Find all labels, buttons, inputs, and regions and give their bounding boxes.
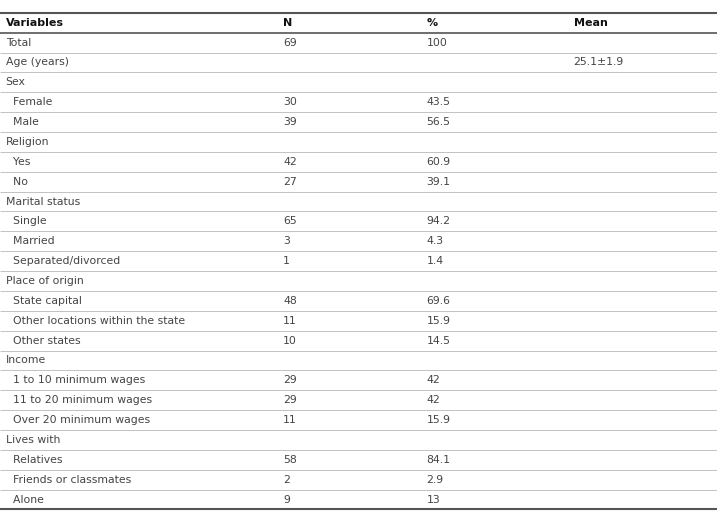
Text: 29: 29 [283,375,297,386]
Text: 29: 29 [283,395,297,405]
Text: Income: Income [6,355,46,366]
Text: Relatives: Relatives [6,455,62,465]
Text: Separated/divorced: Separated/divorced [6,256,120,266]
Text: 2: 2 [283,475,290,485]
Text: Female: Female [6,97,52,107]
Text: 42: 42 [283,157,297,167]
Text: 11 to 20 minimum wages: 11 to 20 minimum wages [6,395,152,405]
Text: Religion: Religion [6,137,49,147]
Text: Sex: Sex [6,77,26,88]
Text: Yes: Yes [6,157,30,167]
Text: Mean: Mean [574,18,607,28]
Text: 58: 58 [283,455,297,465]
Text: 100: 100 [427,37,447,48]
Text: Lives with: Lives with [6,435,60,445]
Text: 69.6: 69.6 [427,296,450,306]
Text: %: % [427,18,438,28]
Text: Marital status: Marital status [6,197,80,206]
Text: Male: Male [6,117,39,127]
Text: Friends or classmates: Friends or classmates [6,475,131,485]
Text: 4.3: 4.3 [427,236,444,246]
Text: 39: 39 [283,117,297,127]
Text: Total: Total [6,37,31,48]
Text: State capital: State capital [6,296,82,306]
Text: 11: 11 [283,316,297,326]
Text: Married: Married [6,236,54,246]
Text: No: No [6,177,28,187]
Text: 15.9: 15.9 [427,415,450,425]
Text: 30: 30 [283,97,297,107]
Text: 25.1±1.9: 25.1±1.9 [574,57,624,68]
Text: 15.9: 15.9 [427,316,450,326]
Text: Single: Single [6,217,47,226]
Text: 1: 1 [283,256,290,266]
Text: 69: 69 [283,37,297,48]
Text: 39.1: 39.1 [427,177,450,187]
Text: 13: 13 [427,495,440,504]
Text: 42: 42 [427,375,440,386]
Text: 56.5: 56.5 [427,117,450,127]
Text: 3: 3 [283,236,290,246]
Text: 1 to 10 minimum wages: 1 to 10 minimum wages [6,375,145,386]
Text: 1.4: 1.4 [427,256,444,266]
Text: 11: 11 [283,415,297,425]
Text: 27: 27 [283,177,297,187]
Text: 60.9: 60.9 [427,157,451,167]
Text: Variables: Variables [6,18,64,28]
Text: 2.9: 2.9 [427,475,444,485]
Text: 14.5: 14.5 [427,335,450,346]
Text: 43.5: 43.5 [427,97,450,107]
Text: N: N [283,18,293,28]
Text: Alone: Alone [6,495,44,504]
Text: 94.2: 94.2 [427,217,450,226]
Text: Age (years): Age (years) [6,57,69,68]
Text: 48: 48 [283,296,297,306]
Text: Place of origin: Place of origin [6,276,83,286]
Text: Other states: Other states [6,335,80,346]
Text: 84.1: 84.1 [427,455,450,465]
Text: 42: 42 [427,395,440,405]
Text: 65: 65 [283,217,297,226]
Text: 9: 9 [283,495,290,504]
Text: Other locations within the state: Other locations within the state [6,316,185,326]
Text: 10: 10 [283,335,297,346]
Text: Over 20 minimum wages: Over 20 minimum wages [6,415,150,425]
